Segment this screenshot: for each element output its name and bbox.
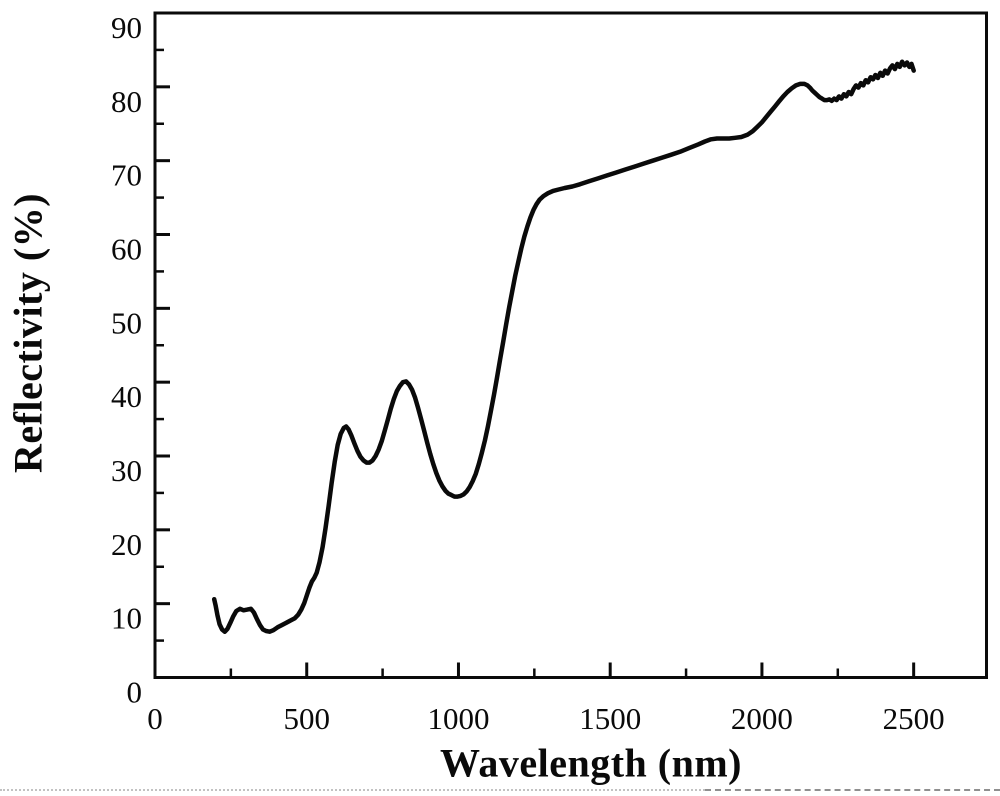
x-tick-label: 1000	[427, 701, 489, 736]
y-axis-title: Reflectivity (%)	[5, 192, 51, 474]
y-tick-label: 40	[111, 379, 142, 414]
x-axis-title: Wavelength (nm)	[440, 740, 742, 786]
plot-frame	[153, 11, 988, 679]
y-tick-label: 80	[111, 84, 142, 119]
y-tick-label: 0	[127, 675, 143, 710]
y-tick-label: 10	[111, 601, 142, 636]
y-tick-label: 30	[111, 453, 142, 488]
x-tick-label: 500	[283, 701, 330, 736]
y-tick-label: 70	[111, 158, 142, 193]
y-tick-label: 60	[111, 232, 142, 267]
scan-artifact-line-dark	[705, 789, 1000, 791]
y-tick-label: 20	[111, 527, 142, 562]
scan-artifact-line	[0, 789, 705, 791]
y-tick-label: 50	[111, 305, 142, 340]
y-tick-label: 90	[111, 10, 142, 45]
x-tick-label: 1500	[579, 701, 641, 736]
x-tick-label: 2500	[883, 701, 945, 736]
x-tick-label: 0	[147, 701, 163, 736]
reflectivity-curve	[211, 59, 916, 634]
x-tick-label: 2000	[731, 701, 793, 736]
